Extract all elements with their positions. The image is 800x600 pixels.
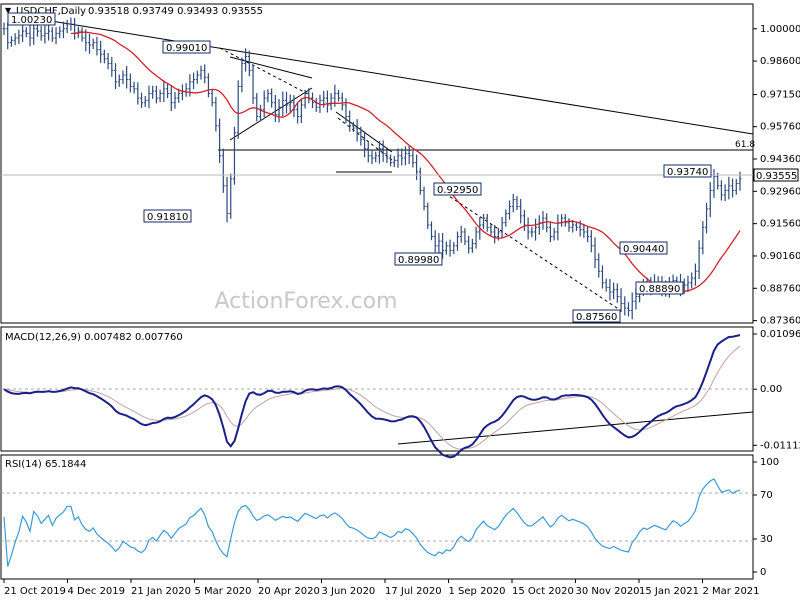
x-axis: 21 Oct 2019 4 Dec 2019 21 Jan 2020 5 Mar 20… [3,579,760,597]
rsi-tick-label: 100 [760,457,779,468]
label-0.89980: 0.89980 [398,255,439,266]
dashed-decline-1 [219,47,311,96]
x-tick-label: 15 Oct 2020 [512,586,574,597]
label-0.90440: 0.90440 [623,244,664,255]
rsi-panel [0,454,754,580]
price-tick-label: 0.88760 [760,283,800,294]
x-tick-label: 20 Apr 2020 [258,586,320,597]
x-tick-label: 30 Nov 2020 [576,586,640,597]
price-tick-label: 1.00000 [760,24,800,35]
x-tick-label: 3 Jun 2020 [322,586,376,597]
long-downtrend-line [19,15,754,135]
rsi-tick-label: 30 [760,534,773,545]
box-0.88890 [635,281,684,295]
price-tick-label: 0.95760 [760,122,800,133]
price-tick-label: 0.90160 [760,251,800,262]
label-0.99010: 0.99010 [166,43,207,54]
price-axis-ticks: 1.00000 0.98600 0.97150 0.95760 0.94360 0.929… [753,24,800,327]
x-tick-label: 17 Jul 2020 [385,586,442,597]
price-tick-label: 0.92960 [760,186,800,197]
rsi-title: RSI(14) 65.1844 [5,459,86,470]
label-1.00230: 1.00230 [11,15,52,26]
macd-axis-ticks: 0.010967 0.00 -0.011127 [753,329,800,451]
price-tick-label: 0.94360 [760,154,800,165]
x-tick-label: 1 Sep 2020 [449,586,506,597]
macd-support-line [397,411,754,445]
x-tick-label: 4 Dec 2019 [68,586,126,597]
label-0.93740: 0.93740 [667,167,708,178]
dashed-decline-3 [439,189,621,311]
chart-ohlc: 0.93518 0.93749 0.93493 0.93555 [88,6,263,17]
box-0.90440 [619,241,668,255]
x-tick-label: 15 Jan 2021 [639,586,699,597]
price-box-labels: 1.00230 0.99010 0.91810 0.92950 0.89980 … [7,12,712,323]
rsi-axis-ticks: 100 70 30 0 [753,457,779,578]
box-0.92950 [433,182,482,196]
price-tick-label: 0.97150 [760,90,800,101]
chart-header-arrow: ▼ [5,6,12,15]
macd-tick-label: 0.010967 [760,329,800,340]
label-0.91810: 0.91810 [147,212,188,223]
macd-title: MACD(12,26,9) 0.007482 0.007760 [5,332,183,343]
x-tick-label: 21 Jan 2020 [131,586,191,597]
rsi-line [3,478,741,567]
rsi-series [3,478,741,567]
box-0.87560 [572,309,621,323]
x-tick-label: 5 Mar 2020 [195,586,252,597]
macd-signal-line [3,345,741,450]
box-0.93740 [663,164,712,178]
current-price-tag [753,168,799,182]
label-0.88890: 0.88890 [639,284,680,295]
moving-average-line [70,31,741,294]
box-0.89980 [394,252,443,266]
rsi-tick-label: 70 [760,490,773,501]
macd-lines [3,334,741,459]
price-bars [2,17,742,320]
box-0.91810 [143,209,192,223]
watermark: ActionForex.com [215,289,398,314]
ma-series [70,31,741,294]
x-tick-label: 21 Oct 2019 [4,586,66,597]
label-0.87560: 0.87560 [576,312,617,323]
label-0.92950: 0.92950 [437,185,478,196]
price-tick-label: 0.98600 [760,56,800,67]
current-price-value: 0.93555 [756,171,797,182]
macd-tick-label: 0.00 [760,384,782,395]
macd-tick-label: -0.011127 [760,440,800,451]
fib-label: 61.8 [735,140,755,150]
chart-symbol: USDCHF,Daily [16,6,86,17]
box-0.99010 [162,40,211,54]
box-1.00230 [7,12,56,26]
price-tick-label: 0.87360 [760,316,800,327]
price-tick-label: 0.91560 [760,219,800,230]
price-panel [0,3,754,324]
macd-main-line [3,334,741,459]
rsi-tick-label: 0 [760,567,766,578]
price-trend-lines [19,15,754,311]
x-tick-label: 2 Mar 2021 [703,586,760,597]
